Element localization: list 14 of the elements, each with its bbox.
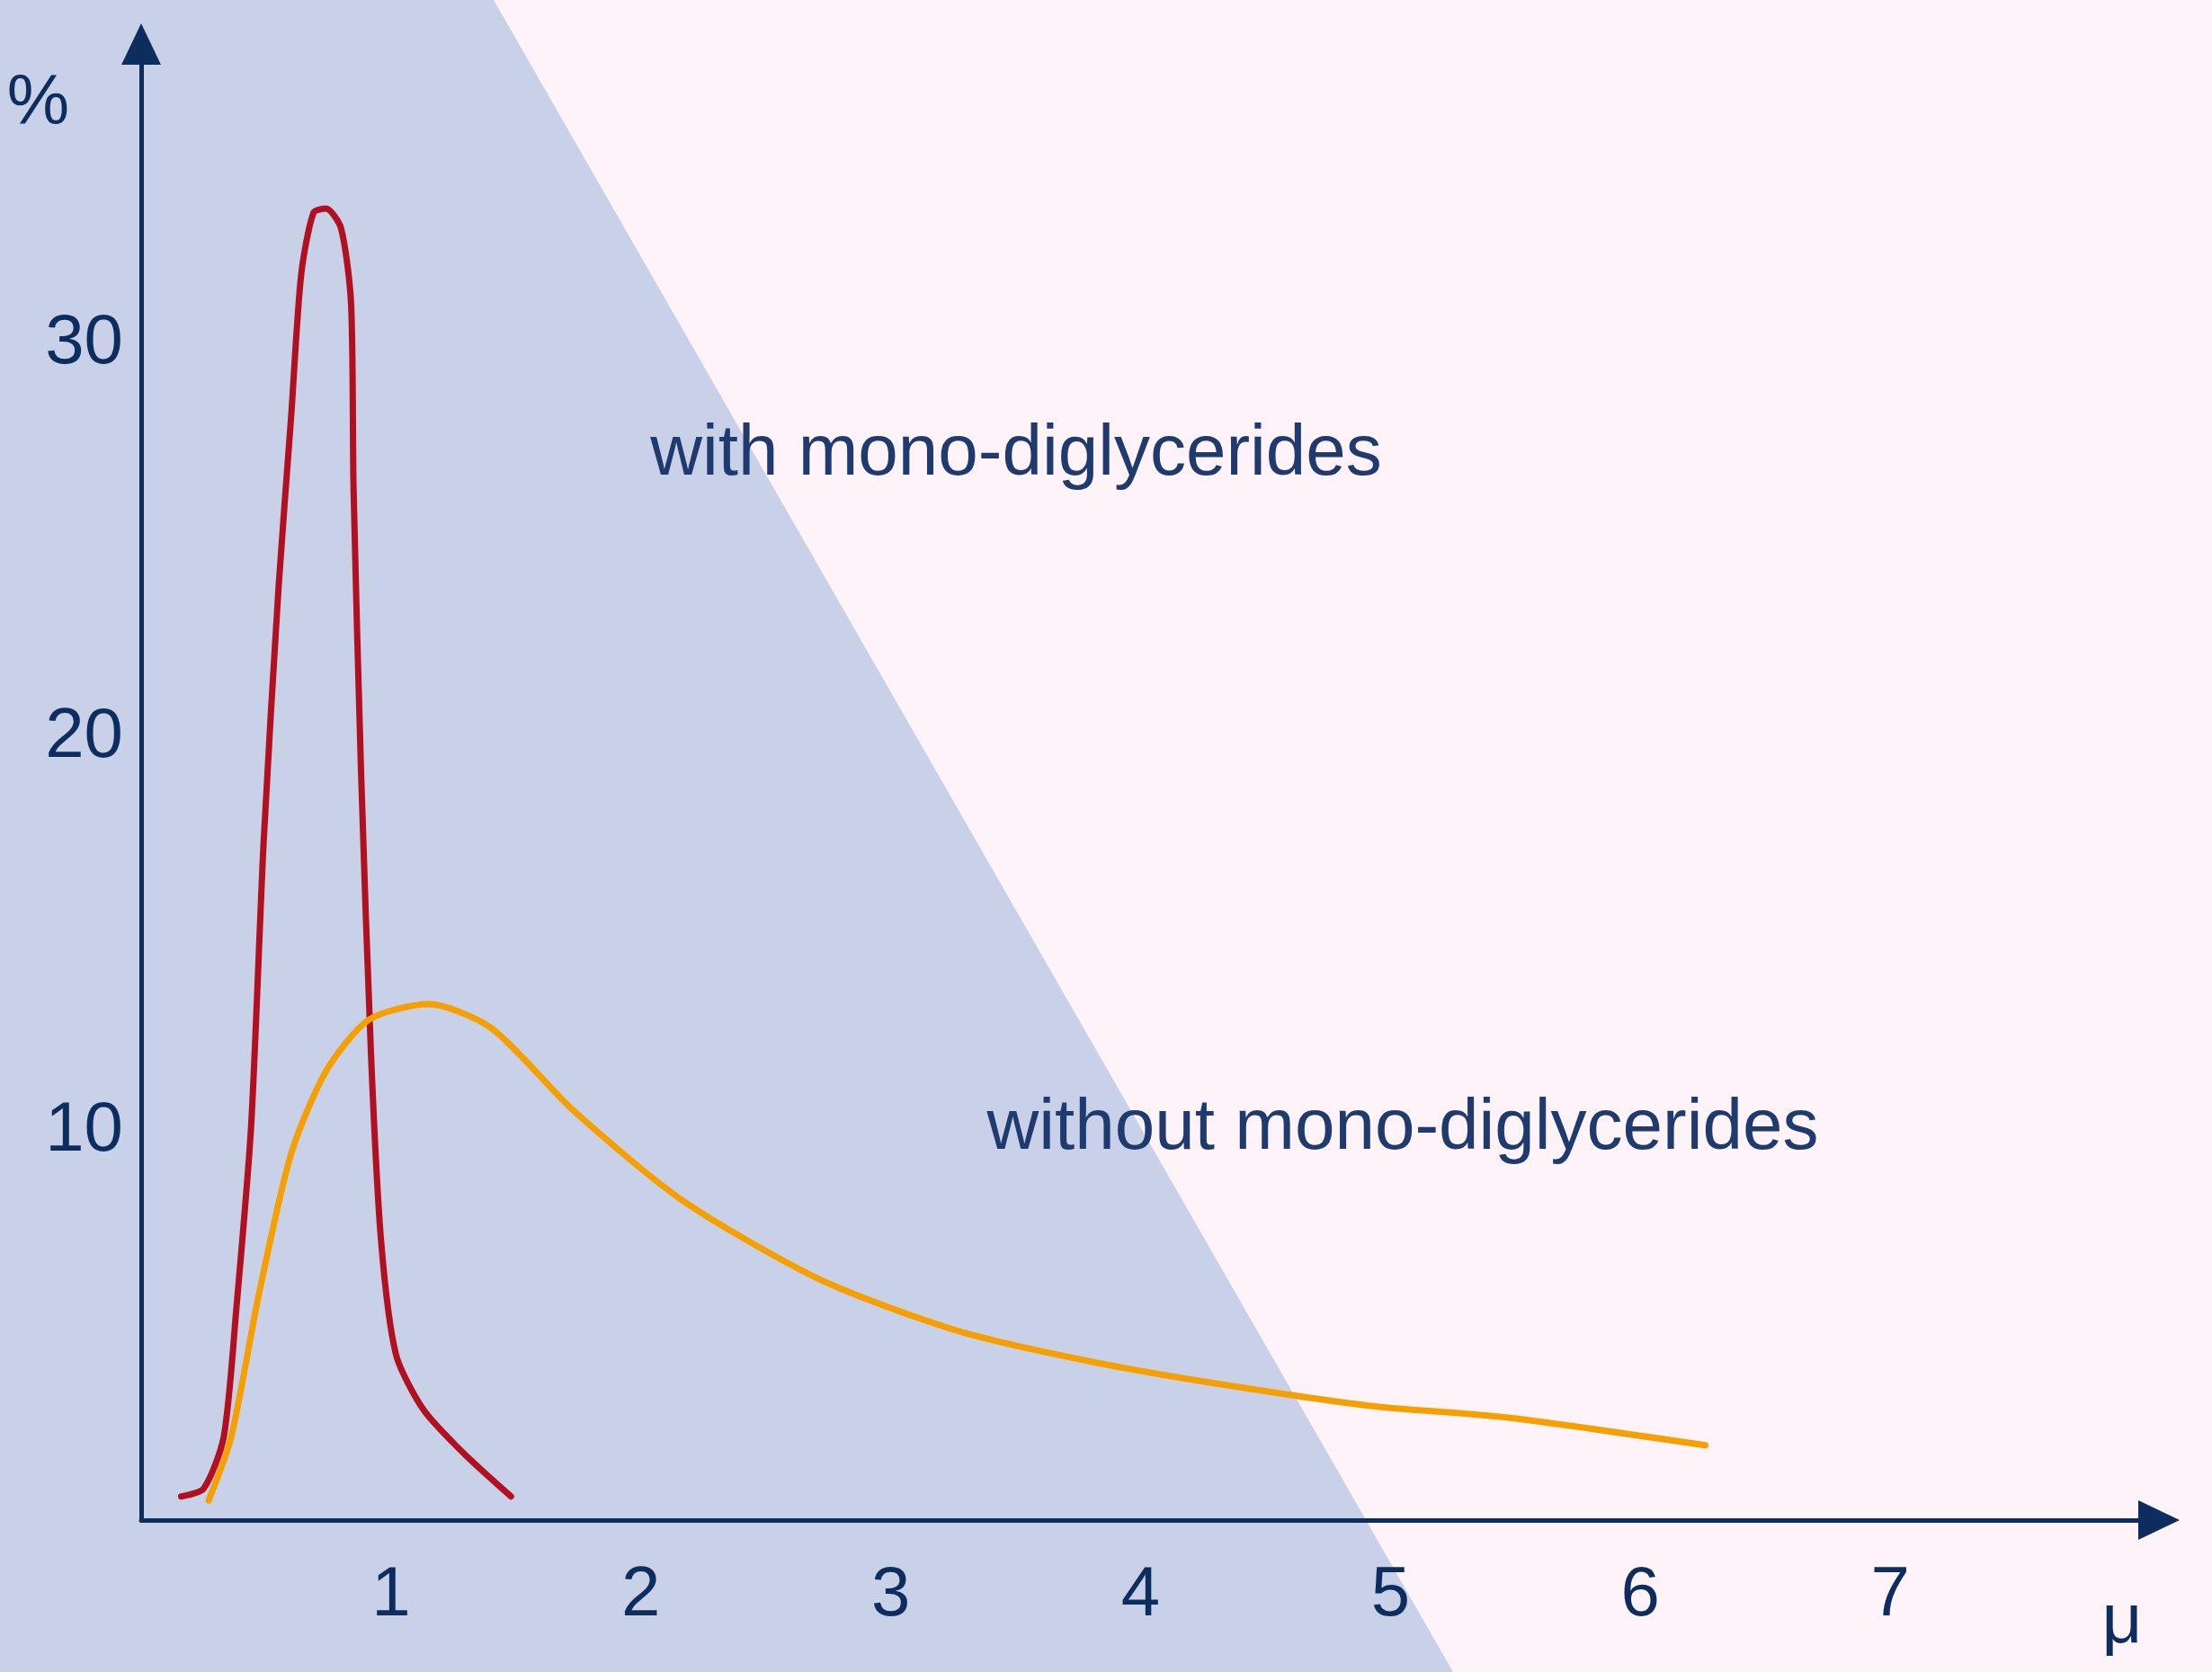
y-tick-label: 10 bbox=[45, 1086, 123, 1166]
x-tick-label: 3 bbox=[870, 1552, 911, 1631]
x-tick-label: 5 bbox=[1370, 1552, 1411, 1631]
x-tick-label: 4 bbox=[1120, 1552, 1161, 1631]
x-tick-label: 7 bbox=[1870, 1552, 1910, 1631]
x-tick-label: 2 bbox=[621, 1552, 661, 1631]
annotation: with mono-diglycerides bbox=[649, 409, 1382, 490]
annotation: without mono-diglycerides bbox=[986, 1083, 1819, 1164]
x-axis-title: μ bbox=[2101, 1579, 2143, 1658]
x-tick-label: 6 bbox=[1620, 1552, 1660, 1631]
y-tick-label: 20 bbox=[45, 692, 123, 772]
x-tick-label: 1 bbox=[371, 1552, 411, 1631]
y-axis-title: % bbox=[6, 60, 69, 139]
y-tick-label: 30 bbox=[45, 298, 123, 378]
